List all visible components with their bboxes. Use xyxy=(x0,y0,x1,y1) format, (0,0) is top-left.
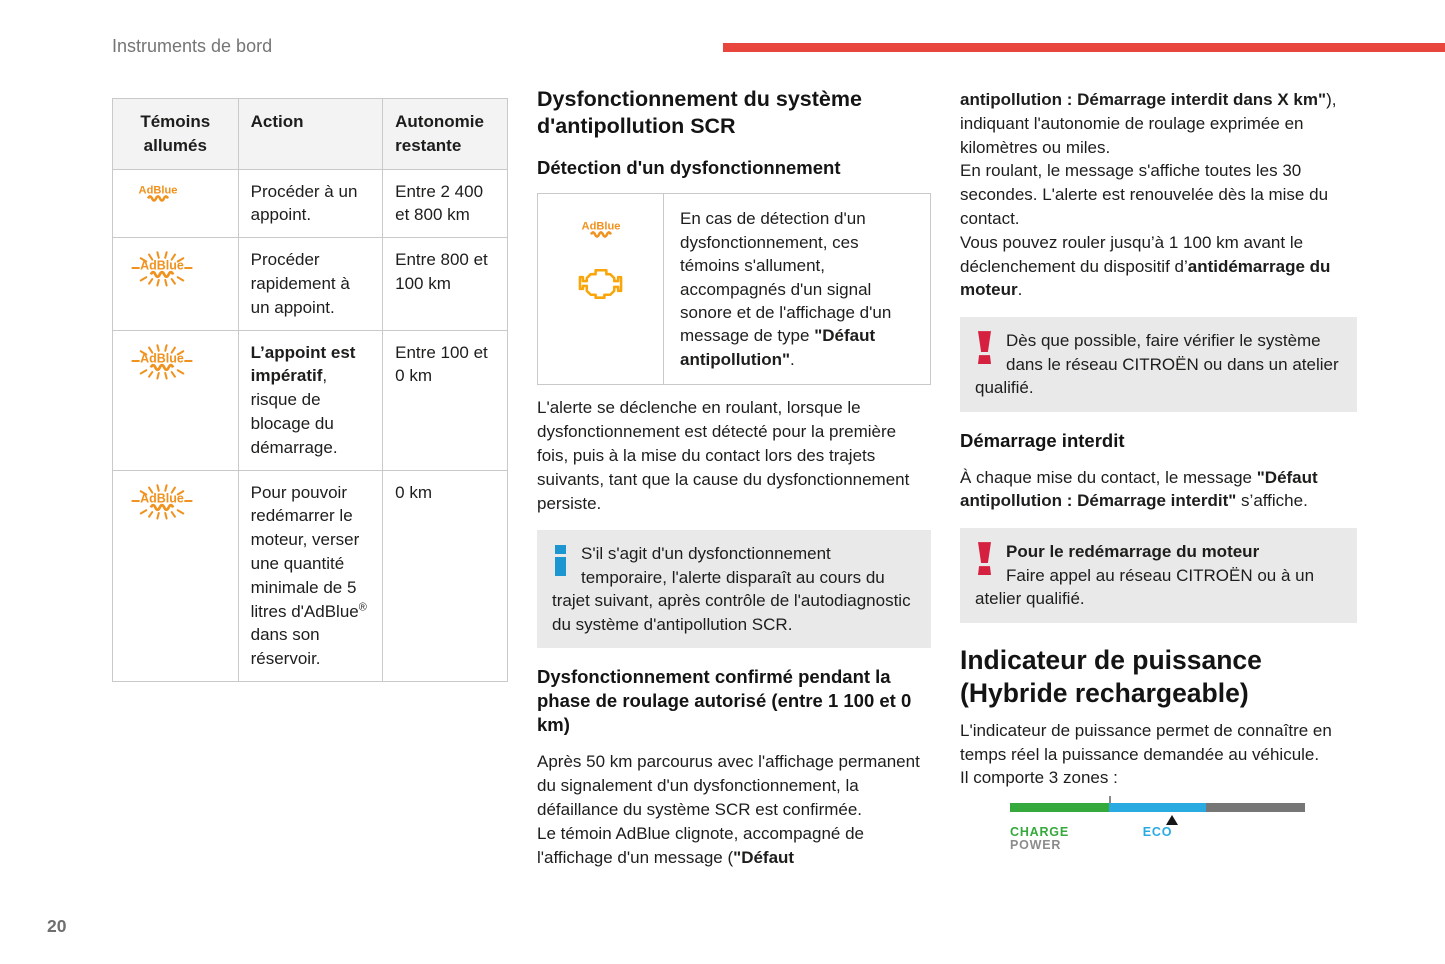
subsection-title-no-start: Démarrage interdit xyxy=(960,429,1125,451)
table-header-row: Témoins allumés Action Autonomie restant… xyxy=(112,98,508,170)
autonomy-cell: Entre 800 et 100 km xyxy=(382,237,508,331)
svg-text:AdBlue: AdBlue xyxy=(139,184,178,196)
section-title-scr: Dysfonctionnement du système d'antipollu… xyxy=(537,87,862,139)
right-column: antipollution : Démarrage interdit dans … xyxy=(960,88,1357,852)
info-icon xyxy=(555,545,566,577)
power-indicator: CHARGE ECO POWER xyxy=(1010,796,1305,852)
table-row: AdBlue Procéder rapidement à xyxy=(112,237,508,331)
zone-boundary-tick xyxy=(1108,796,1111,804)
action-cell: Procéder à un appoint. xyxy=(237,168,384,239)
action-cell: L’appoint est impératif, risque de bloca… xyxy=(237,329,384,471)
power-pointer-icon xyxy=(1166,815,1179,826)
paragraph-no-start: À chaque mise du contact, le message "Dé… xyxy=(960,467,1318,511)
adblue-warning-blinking-icon: AdBlue xyxy=(131,251,193,287)
charge-zone xyxy=(1010,803,1109,813)
adblue-warning-steady-icon: AdBlue xyxy=(581,221,620,238)
power-label: POWER xyxy=(1010,838,1062,853)
warning-icon xyxy=(978,331,991,365)
paragraph-power: L'indicateur de puissance permet de conn… xyxy=(960,720,1332,788)
detection-telltales-box: AdBlue En cas de détection d'un dysfonct… xyxy=(537,193,931,386)
warning-box-check-system: Dès que possible, faire vérifier le syst… xyxy=(960,317,1357,412)
subsection-title-confirmed: Dysfonctionnement confirmé pendant la ph… xyxy=(537,666,912,736)
power-zone xyxy=(1206,803,1305,813)
autonomy-cell: 0 km xyxy=(382,469,508,682)
autonomy-cell: Entre 100 et 0 km xyxy=(382,329,508,471)
col-header-action: Action xyxy=(237,98,384,170)
paragraph-confirmed: Après 50 km parcourus avec l'affichage p… xyxy=(537,752,920,867)
warning-box-restart: Pour le redémarrage du moteur Faire appel… xyxy=(960,528,1357,623)
warning-icon xyxy=(978,542,991,576)
section-header: Instruments de bord xyxy=(112,36,273,56)
info-box: S'il s'agit d'un dysfonctionnement tempo… xyxy=(537,530,931,649)
col-header-temoins: Témoins allumés xyxy=(112,98,239,170)
subsection-title-detection: Détection d'un dysfonctionnement xyxy=(537,157,841,179)
adblue-warning-steady-icon: AdBlue xyxy=(139,184,178,202)
paragraph-continuation: antipollution : Démarrage interdit dans … xyxy=(960,90,1337,300)
middle-column: Dysfonctionnement du système d'antipollu… xyxy=(537,86,931,878)
info-box-text: S'il s'agit d'un dysfonctionnement tempo… xyxy=(552,544,911,634)
table-row: AdBlue Procéder à un appoint. Entre 2 40… xyxy=(112,168,508,239)
warning-box-text: Pour le redémarrage du moteur Faire appel… xyxy=(975,542,1315,609)
section-title-power: Indicateur de puissance (Hybride recharg… xyxy=(960,644,1262,709)
action-cell: Pour pouvoir redémarrer le moteur, verse… xyxy=(237,469,384,682)
table-row: AdBlue Pour pouvoir redémarr xyxy=(112,469,508,682)
eco-zone xyxy=(1108,803,1207,813)
svg-text:AdBlue: AdBlue xyxy=(581,221,620,233)
action-cell: Procéder rapidement à un appoint. xyxy=(237,237,384,331)
adblue-warning-blinking-icon: AdBlue xyxy=(131,483,193,520)
svg-text:AdBlue: AdBlue xyxy=(140,259,184,273)
eco-label: ECO xyxy=(1142,825,1173,840)
page-number: 20 xyxy=(47,916,67,936)
detection-box-text: En cas de détection d'un dysfonctionneme… xyxy=(680,209,892,369)
autonomy-cell: Entre 2 400 et 800 km xyxy=(382,168,508,239)
warning-box-text: Dès que possible, faire vérifier le syst… xyxy=(975,331,1339,398)
svg-text:AdBlue: AdBlue xyxy=(140,351,184,365)
svg-text:AdBlue: AdBlue xyxy=(140,491,184,505)
col-header-autonomie: Autonomie restante xyxy=(382,98,508,170)
adblue-warning-blinking-icon: AdBlue xyxy=(131,343,193,380)
paragraph-alert: L'alerte se déclenche en roulant, lorsqu… xyxy=(537,398,910,513)
charge-label: CHARGE xyxy=(1010,825,1069,840)
table-row: AdBlue L’appoint est impérat xyxy=(112,329,508,471)
power-indicator-bar xyxy=(1010,796,1305,826)
adblue-warning-table: Témoins allumés Action Autonomie restant… xyxy=(112,98,508,682)
accent-bar xyxy=(723,43,1445,52)
engine-warning-icon xyxy=(578,269,623,300)
